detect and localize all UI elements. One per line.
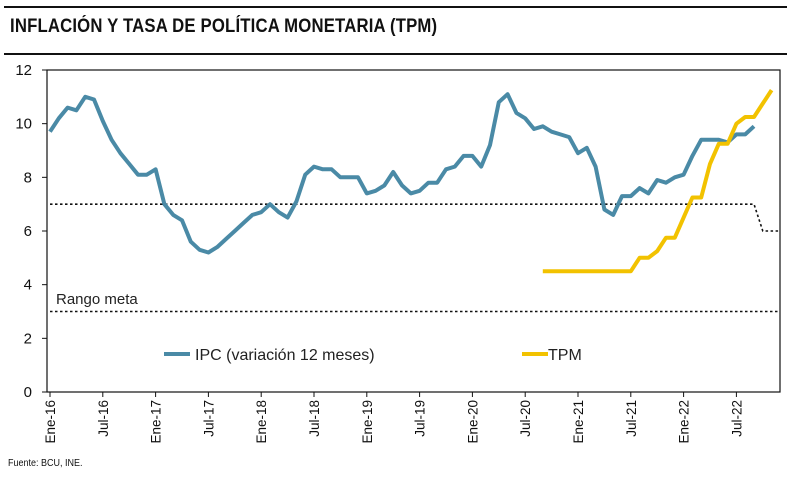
y-tick-label: 2 bbox=[24, 330, 32, 347]
target-line-upper bbox=[50, 203, 780, 232]
x-tick-label: Ene-22 bbox=[677, 400, 692, 444]
y-tick-label: 12 bbox=[15, 62, 32, 79]
legend: IPC (variación 12 meses) TPM bbox=[164, 347, 582, 364]
y-tick-label: 6 bbox=[24, 223, 32, 240]
series-line-tpm bbox=[542, 89, 774, 274]
x-tick-label: Ene-21 bbox=[571, 400, 586, 444]
x-tick-label: Jul-16 bbox=[96, 400, 111, 437]
target-range-annotation: Rango meta bbox=[56, 291, 138, 308]
source-note: Fuente: BCU, INE. bbox=[8, 458, 83, 469]
x-tick-label: Ene-18 bbox=[254, 400, 269, 444]
y-tick-label: 4 bbox=[24, 277, 32, 294]
header-top-rule bbox=[4, 6, 787, 8]
legend-label-tpm: TPM bbox=[548, 347, 582, 364]
reference-lines bbox=[50, 203, 780, 313]
series-line-ipc bbox=[48, 92, 756, 255]
x-tick-label: Jul-20 bbox=[518, 400, 533, 437]
x-tick-label: Jul-22 bbox=[729, 400, 744, 437]
x-axis: Ene-16 Jul-16 Ene-17 Jul-17 Ene-18 Jul-18 Ene-… bbox=[43, 392, 744, 444]
plot-frame bbox=[46, 69, 781, 393]
page-title: INFLACIÓN Y TASA DE POLÍTICA MONETARIA (… bbox=[10, 16, 438, 37]
x-tick-label: Ene-19 bbox=[360, 400, 375, 444]
series-lines bbox=[48, 89, 774, 274]
y-tick-label: 10 bbox=[15, 116, 32, 133]
plot-area-border bbox=[46, 69, 781, 393]
x-tick-label: Ene-17 bbox=[149, 400, 164, 444]
y-axis: 0 2 4 6 8 10 12 bbox=[15, 62, 47, 401]
x-tick-label: Ene-20 bbox=[465, 400, 480, 444]
legend-label-ipc: IPC (variación 12 meses) bbox=[195, 347, 375, 364]
x-tick-label: Jul-18 bbox=[307, 400, 322, 437]
y-tick-label: 8 bbox=[24, 169, 32, 186]
x-tick-label: Jul-19 bbox=[413, 400, 428, 437]
x-tick-label: Jul-21 bbox=[624, 400, 639, 437]
x-tick-label: Ene-16 bbox=[43, 400, 58, 444]
x-tick-label: Jul-17 bbox=[201, 400, 216, 437]
y-tick-label: 0 bbox=[24, 384, 32, 401]
header-bottom-rule bbox=[4, 53, 787, 55]
